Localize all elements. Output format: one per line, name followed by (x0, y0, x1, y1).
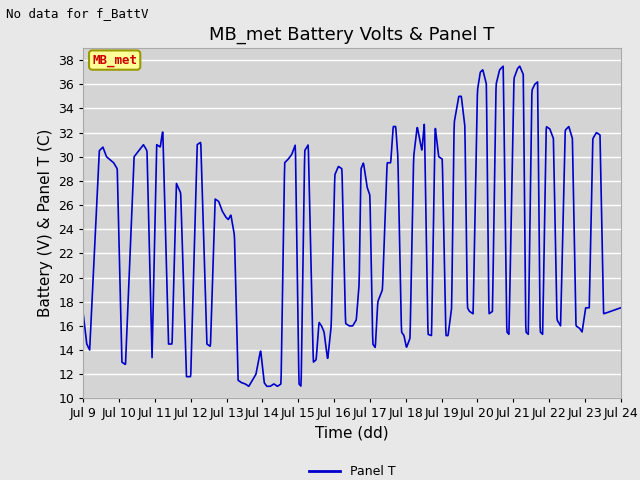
Y-axis label: Battery (V) & Panel T (C): Battery (V) & Panel T (C) (38, 129, 52, 317)
X-axis label: Time (dd): Time (dd) (315, 426, 389, 441)
Legend: Panel T: Panel T (303, 460, 401, 480)
Title: MB_met Battery Volts & Panel T: MB_met Battery Volts & Panel T (209, 25, 495, 44)
Text: No data for f_BattV: No data for f_BattV (6, 7, 149, 20)
Text: MB_met: MB_met (92, 54, 137, 67)
